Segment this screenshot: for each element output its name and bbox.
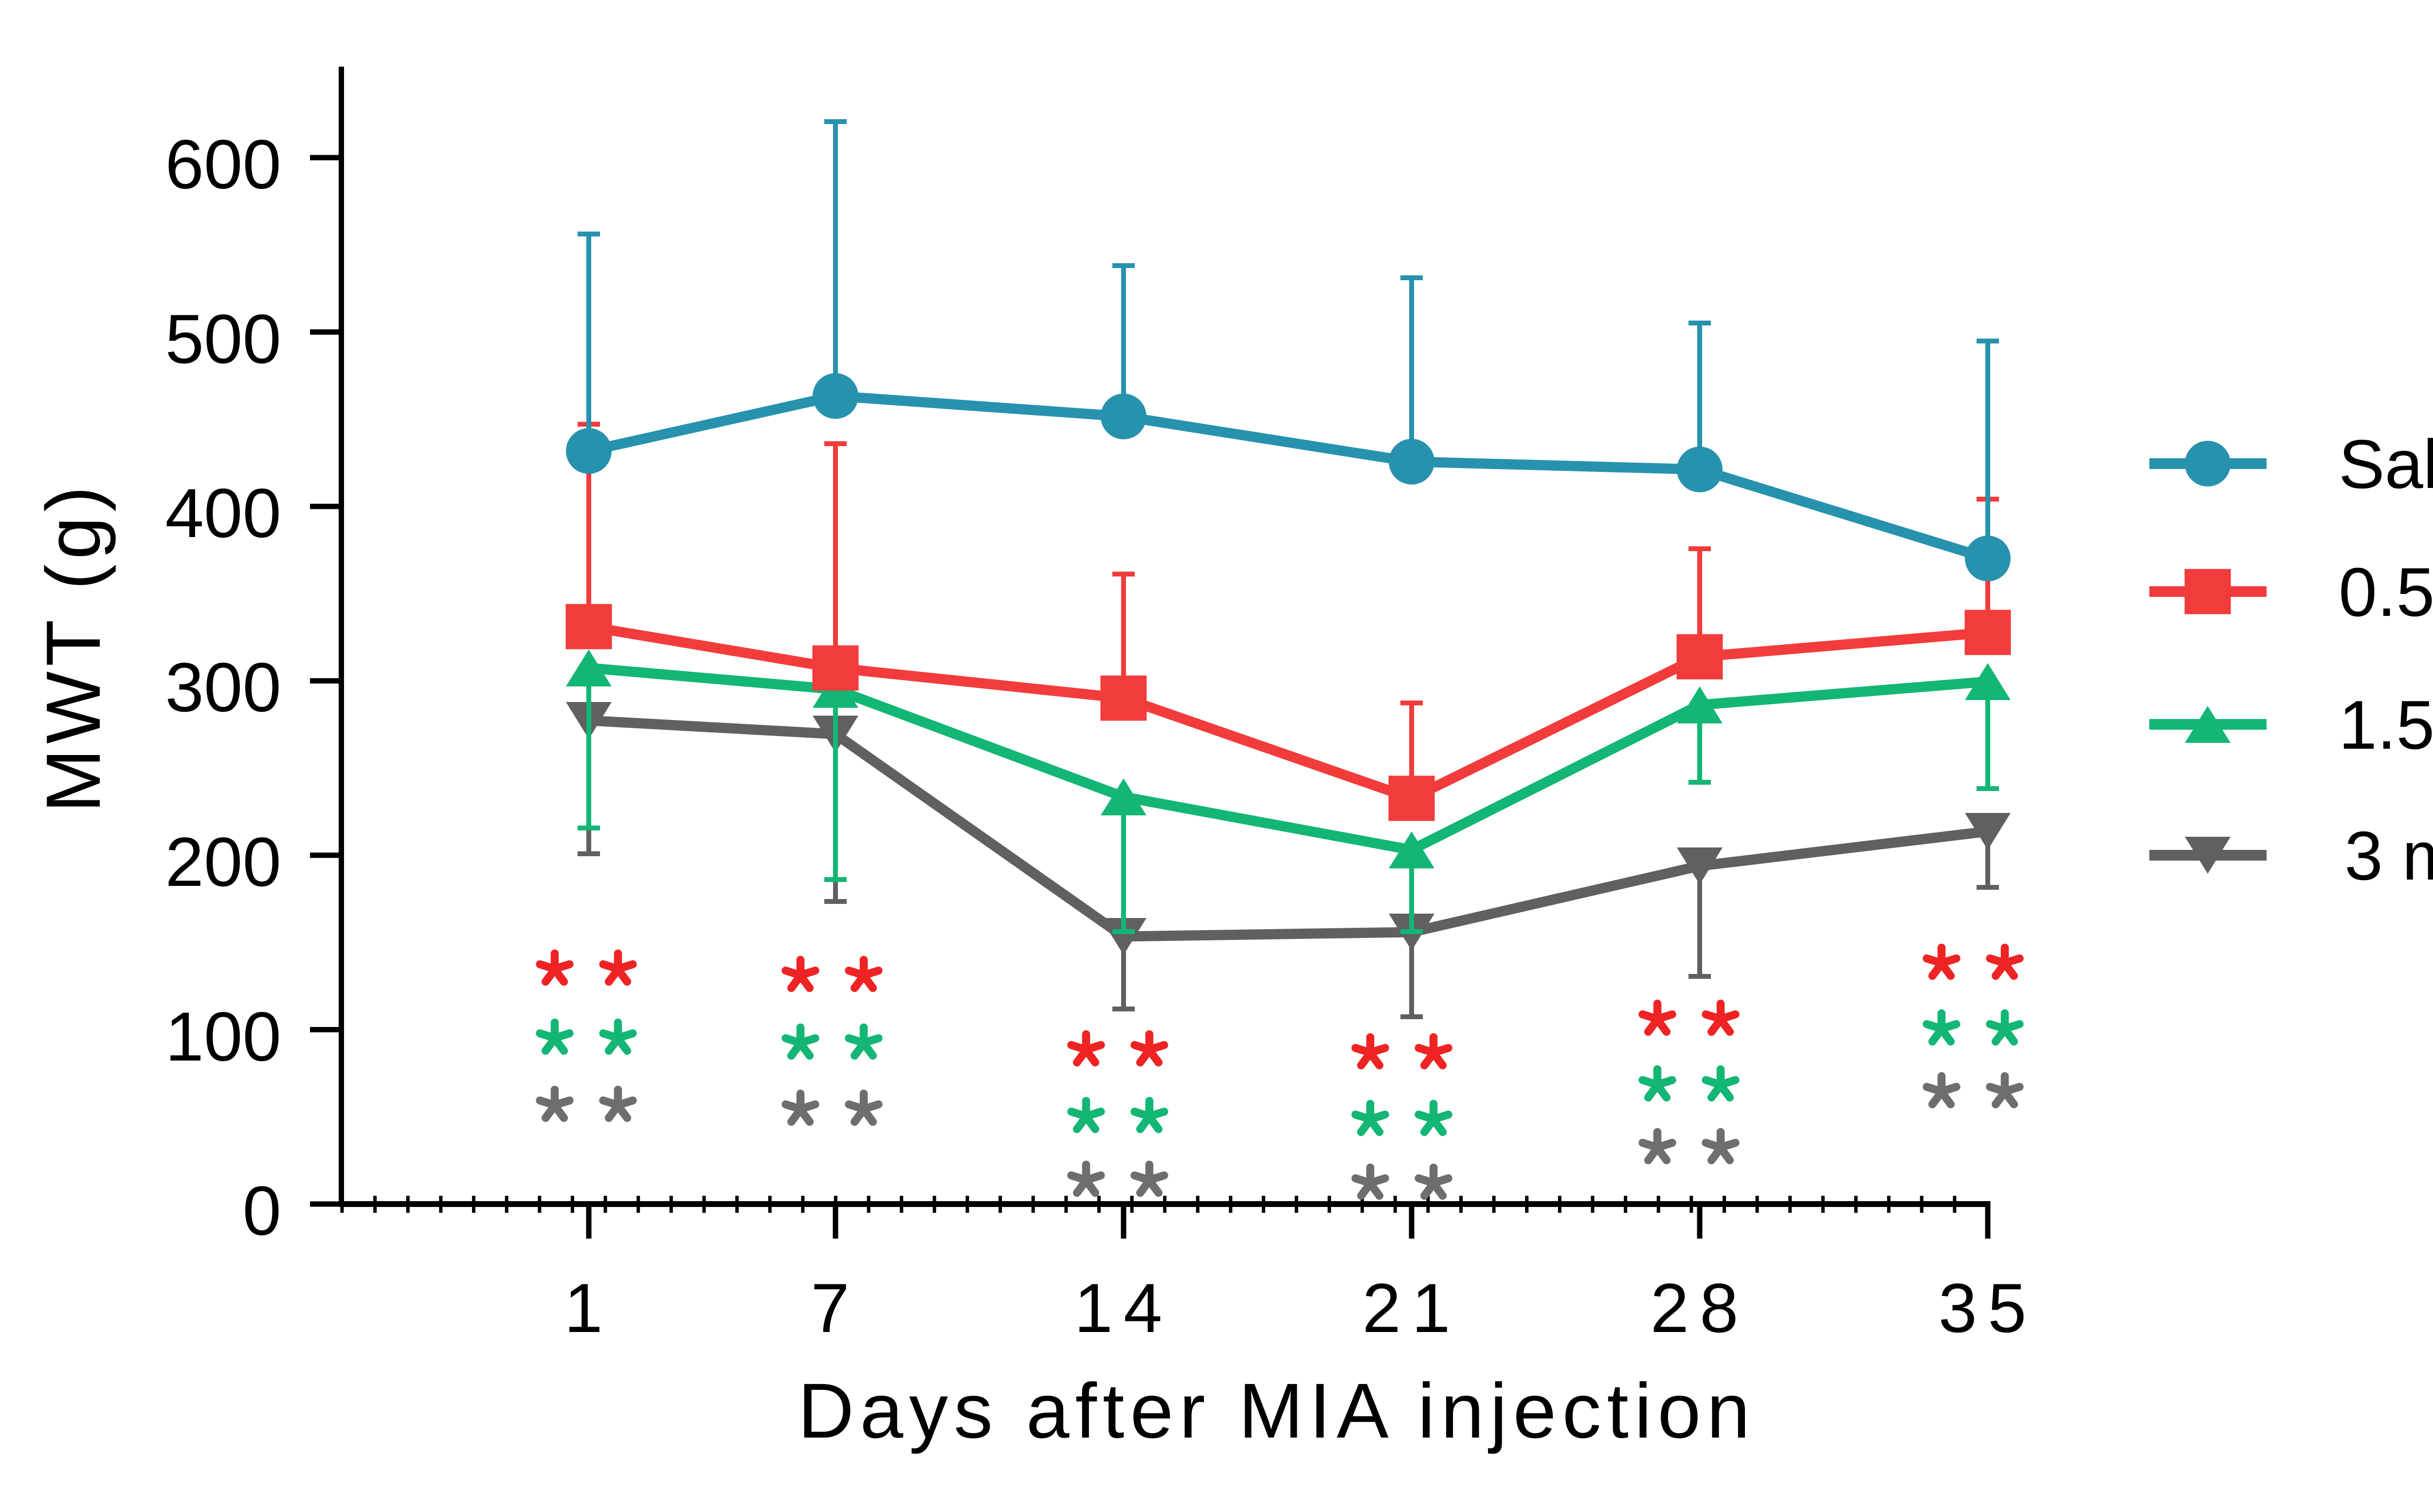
- svg-text:500: 500: [165, 301, 281, 378]
- svg-text:1: 1: [564, 1270, 614, 1347]
- svg-text:Saline: Saline: [2339, 426, 2433, 503]
- svg-text:21: 21: [1362, 1270, 1461, 1347]
- svg-text:MWT (g): MWT (g): [31, 481, 116, 812]
- svg-text:1.5 mg MIA: 1.5 mg MIA: [2339, 686, 2433, 764]
- svg-text:600: 600: [165, 126, 281, 203]
- svg-text:35: 35: [1938, 1270, 2037, 1347]
- svg-text:28: 28: [1650, 1270, 1749, 1347]
- svg-text:Days after MIA injection: Days after MIA injection: [798, 1367, 1756, 1454]
- svg-text:0.5 mg MIA: 0.5 mg MIA: [2339, 554, 2433, 631]
- svg-text:100: 100: [165, 998, 281, 1076]
- svg-text:3 mg MIA: 3 mg MIA: [2344, 817, 2433, 895]
- svg-text:14: 14: [1074, 1270, 1173, 1347]
- svg-text:300: 300: [165, 649, 281, 726]
- svg-text:200: 200: [165, 824, 281, 901]
- svg-text:400: 400: [165, 475, 281, 552]
- svg-text:7: 7: [811, 1270, 860, 1347]
- svg-text:0: 0: [242, 1172, 281, 1250]
